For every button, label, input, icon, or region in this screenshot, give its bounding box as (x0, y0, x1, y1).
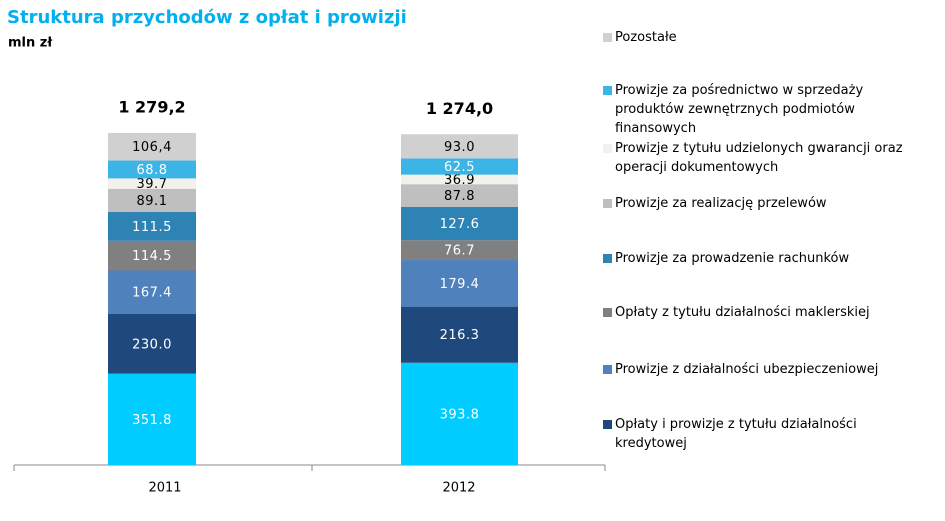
bar-segment (108, 313, 196, 374)
bar-segment (401, 184, 518, 208)
data-label: 127.6 (440, 217, 480, 232)
bar-segment (401, 362, 518, 465)
bar-segment (401, 260, 518, 307)
legend-item: Prowizje za prowadzenie rachunków (603, 249, 923, 268)
legend-item: Prowizje z działalności ubezpieczeniowej (603, 360, 923, 379)
legend-item: Prowizje za pośrednictwo w sprzedaży pro… (603, 81, 923, 138)
data-label: 89.1 (137, 194, 168, 209)
bar-segment (108, 160, 196, 179)
bar-segment (401, 158, 518, 175)
data-label: 39.7 (137, 177, 168, 192)
bar-segment (108, 270, 196, 314)
legend-item: Opłaty i prowizje z tytułu działalności … (603, 415, 923, 453)
legend-item: Opłaty z tytułu działalności maklerskiej (603, 303, 923, 322)
legend-label: Opłaty i prowizje z tytułu działalności … (615, 417, 857, 451)
bar-segment (401, 174, 518, 185)
legend-swatch (603, 420, 612, 429)
bar-segment (401, 134, 518, 159)
data-label: 393.8 (440, 407, 480, 422)
bar-segment (108, 240, 196, 271)
legend-label: Prowizje za realizację przelewów (615, 196, 827, 211)
bar-segment (401, 306, 518, 363)
legend-item: Prowizje z tytułu udzielonych gwarancji … (603, 139, 923, 177)
legend-swatch (603, 144, 612, 153)
x-tick-label: 2011 (148, 481, 181, 496)
legend-label: Opłaty z tytułu działalności maklerskiej (615, 305, 870, 320)
data-label: 106,4 (132, 140, 172, 155)
bar-segment (108, 211, 196, 241)
legend-swatch (603, 254, 612, 263)
data-label: 62.5 (444, 160, 475, 175)
total-label: 1 274,0 (426, 99, 493, 118)
bar-segment (108, 132, 196, 161)
data-label: 114.5 (132, 249, 172, 264)
data-label: 179.4 (440, 277, 480, 292)
data-label: 111.5 (132, 220, 172, 235)
total-label: 1 279,2 (118, 97, 185, 116)
legend-swatch (603, 199, 612, 208)
bar-segment (401, 240, 518, 261)
legend-label: Prowizje za pośrednictwo w sprzedaży pro… (615, 83, 864, 136)
legend-swatch (603, 308, 612, 317)
legend-swatch (603, 86, 612, 95)
x-tick-label: 2012 (442, 481, 475, 496)
data-label: 230.0 (132, 337, 172, 352)
legend-swatch (603, 365, 612, 374)
legend-label: Prowizje za prowadzenie rachunków (615, 251, 850, 266)
data-label: 93.0 (444, 140, 475, 155)
data-label: 167.4 (132, 286, 172, 301)
legend-label: Prowizje z tytułu udzielonych gwarancji … (615, 141, 903, 175)
bar-segment (108, 178, 196, 189)
bar-segment (108, 373, 196, 465)
data-label: 351.8 (132, 413, 172, 428)
data-label: 76.7 (444, 244, 475, 259)
bar-segment (108, 188, 196, 212)
legend-label: Prowizje z działalności ubezpieczeniowej (615, 362, 879, 377)
chart-title: Struktura przychodów z opłat i prowizji (7, 7, 407, 28)
data-label: 216.3 (440, 328, 480, 343)
data-label: 68.8 (137, 163, 168, 178)
bar-segment (401, 207, 518, 241)
data-label: 36.9 (444, 173, 475, 188)
legend-label: Pozostałe (615, 30, 677, 45)
legend-swatch (603, 33, 612, 42)
legend-item: Prowizje za realizację przelewów (603, 194, 923, 213)
chart-subtitle: mln zł (8, 36, 53, 51)
legend-item: Pozostałe (603, 28, 923, 47)
data-label: 87.8 (444, 189, 475, 204)
